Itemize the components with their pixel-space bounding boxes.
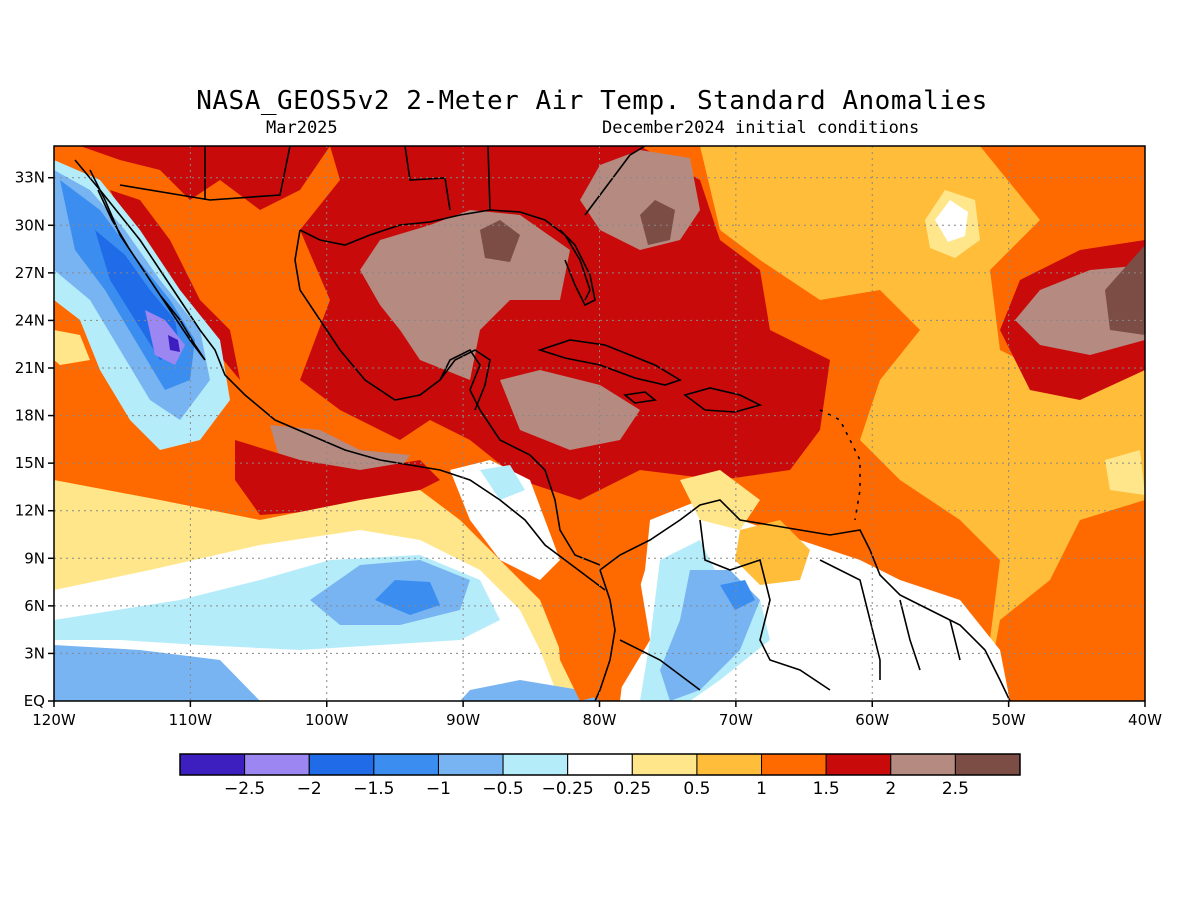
gridlines bbox=[54, 146, 1145, 701]
florida bbox=[559, 229, 596, 307]
colorbar-label: −1 bbox=[426, 779, 451, 799]
south-america-pacific-coast bbox=[594, 569, 616, 701]
colorbar-label: −2 bbox=[297, 779, 322, 799]
lat-tick-label: 21N bbox=[15, 359, 45, 377]
baja-violet bbox=[168, 335, 180, 352]
us-mexico-border bbox=[119, 146, 291, 201]
atlantic-brown bbox=[1105, 245, 1145, 335]
lat-tick-label: 12N bbox=[15, 502, 45, 520]
lon-tick-label: 70W bbox=[719, 711, 753, 729]
hispaniola bbox=[683, 387, 763, 413]
lon-tick-label: 110W bbox=[169, 711, 213, 729]
map-title: NASA_GEOS5v2 2-Meter Air Temp. Standard … bbox=[196, 86, 988, 116]
central-america-caribbean-coast bbox=[479, 409, 601, 566]
colorbar-swatch bbox=[244, 753, 310, 776]
colorbar-label: 1.5 bbox=[813, 779, 840, 799]
initial-conditions: December2024 initial conditions bbox=[602, 118, 920, 138]
pacific-south-blue bbox=[54, 645, 260, 701]
lat-tick-label: 27N bbox=[15, 264, 45, 282]
lat-tick-label: EQ bbox=[24, 692, 45, 710]
colorbar-swatch bbox=[631, 753, 698, 776]
gulf-pink-region bbox=[360, 210, 570, 380]
colorbar-swatch bbox=[437, 753, 504, 776]
coastlines bbox=[74, 146, 1011, 701]
caribbean-pink-region bbox=[500, 370, 640, 450]
central-america-white bbox=[450, 460, 560, 580]
lon-tick-label: 60W bbox=[855, 711, 889, 729]
atlantic-yellow-spot bbox=[1105, 450, 1145, 495]
lat-tick-label: 6N bbox=[24, 597, 45, 615]
baja-purple bbox=[145, 310, 185, 365]
colorbar-swatch bbox=[954, 753, 1021, 776]
colorbar-label: 1 bbox=[756, 779, 767, 799]
atlantic-orange-band bbox=[985, 500, 1145, 701]
axis-ticks: 120W 110W 100W 90W 80W 70W 60W 50W 40W EQ 3N 6N 9N 12… bbox=[15, 169, 1162, 729]
colorbar-swatch bbox=[567, 753, 633, 776]
colorbar-swatch bbox=[890, 753, 956, 776]
jamaica bbox=[623, 391, 657, 404]
colorbar-label: 0.25 bbox=[613, 779, 651, 799]
colorbar-swatch bbox=[308, 753, 375, 776]
colorbar-swatch bbox=[696, 753, 763, 776]
lon-tick-label: 100W bbox=[305, 711, 349, 729]
forecast-month: Mar2025 bbox=[266, 118, 338, 138]
colorbar-label: −1.5 bbox=[353, 779, 394, 799]
lat-tick-label: 18N bbox=[15, 407, 45, 425]
mexico-gulf-coast bbox=[294, 229, 481, 411]
southeast-us-brown bbox=[640, 200, 675, 245]
colorbar-label: 0.5 bbox=[683, 779, 710, 799]
us-atlantic-coast bbox=[584, 146, 646, 216]
colorbar-swatch bbox=[373, 753, 439, 776]
colorbar-swatch bbox=[761, 753, 827, 776]
south-america-yellow bbox=[735, 520, 810, 585]
lon-tick-label: 40W bbox=[1128, 711, 1162, 729]
gulf-of-mexico-coast bbox=[299, 209, 591, 301]
lat-tick-label: 9N bbox=[24, 549, 45, 567]
gulf-brown-spot bbox=[480, 220, 520, 262]
us-interior-border bbox=[204, 146, 491, 211]
colorbar-swatch bbox=[502, 753, 569, 776]
baja-peninsula bbox=[89, 169, 206, 361]
lesser-antilles bbox=[819, 409, 861, 521]
lat-tick-label: 30N bbox=[15, 216, 45, 234]
lon-tick-label: 120W bbox=[32, 711, 76, 729]
lat-tick-label: 15N bbox=[15, 454, 45, 472]
lon-tick-label: 90W bbox=[446, 711, 480, 729]
colorbar-label: −0.25 bbox=[542, 779, 594, 799]
south-america-interior-borders bbox=[619, 519, 961, 691]
colorbar-label: 2 bbox=[885, 779, 896, 799]
colorbar-label: 2.5 bbox=[942, 779, 969, 799]
mexico-pacific-coast bbox=[74, 159, 606, 591]
lon-tick-label: 80W bbox=[583, 711, 617, 729]
lat-tick-label: 3N bbox=[24, 644, 45, 662]
colorbar-label: −0.5 bbox=[482, 779, 523, 799]
central-america-lightblue bbox=[480, 465, 525, 500]
colorbar: −2.5 −2 −1.5 −1 −0.5 −0.25 0.25 0.5 1 1.5 2 2.5 bbox=[179, 753, 1021, 799]
anomaly-field bbox=[54, 146, 1145, 701]
colorbar-swatch bbox=[179, 753, 246, 776]
pacific-south-blue-2 bbox=[460, 680, 600, 701]
colorbar-label: −2.5 bbox=[224, 779, 265, 799]
yucatan bbox=[439, 349, 491, 411]
colorbar-frame bbox=[179, 753, 1021, 776]
lat-tick-label: 24N bbox=[15, 311, 45, 329]
pacific-yellow-spot bbox=[54, 330, 90, 365]
lon-tick-label: 50W bbox=[992, 711, 1026, 729]
south-america-north-coast bbox=[599, 499, 1011, 701]
colombia-orange bbox=[555, 560, 650, 701]
cuba bbox=[537, 339, 682, 386]
south-america-midblue bbox=[720, 580, 755, 610]
lat-tick-label: 33N bbox=[15, 169, 45, 187]
atlantic-white-spot bbox=[935, 200, 968, 242]
colorbar-swatch bbox=[825, 753, 892, 776]
